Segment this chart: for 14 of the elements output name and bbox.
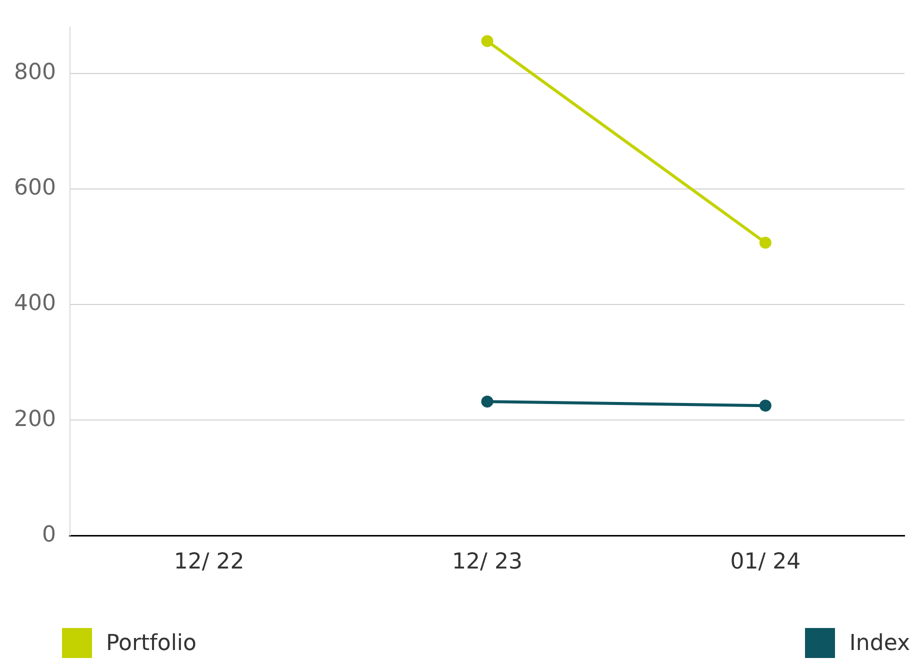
point <box>759 236 772 249</box>
point <box>481 35 494 48</box>
x-tick-label: 12/ 22 <box>174 550 244 575</box>
y-tick-label: 0 <box>42 522 56 548</box>
point <box>481 396 494 408</box>
y-tick-label: 400 <box>14 291 56 316</box>
x-tick-label: 12/ 23 <box>452 550 522 575</box>
y-tick-label: 800 <box>14 60 56 86</box>
point <box>759 400 772 412</box>
legend-label: Index <box>849 630 910 656</box>
x-tick-label: 01/ 24 <box>730 550 801 575</box>
y-tick-label: 600 <box>14 176 56 201</box>
legend-label: Portfolio <box>106 630 197 656</box>
y-tick-label: 200 <box>14 406 56 432</box>
